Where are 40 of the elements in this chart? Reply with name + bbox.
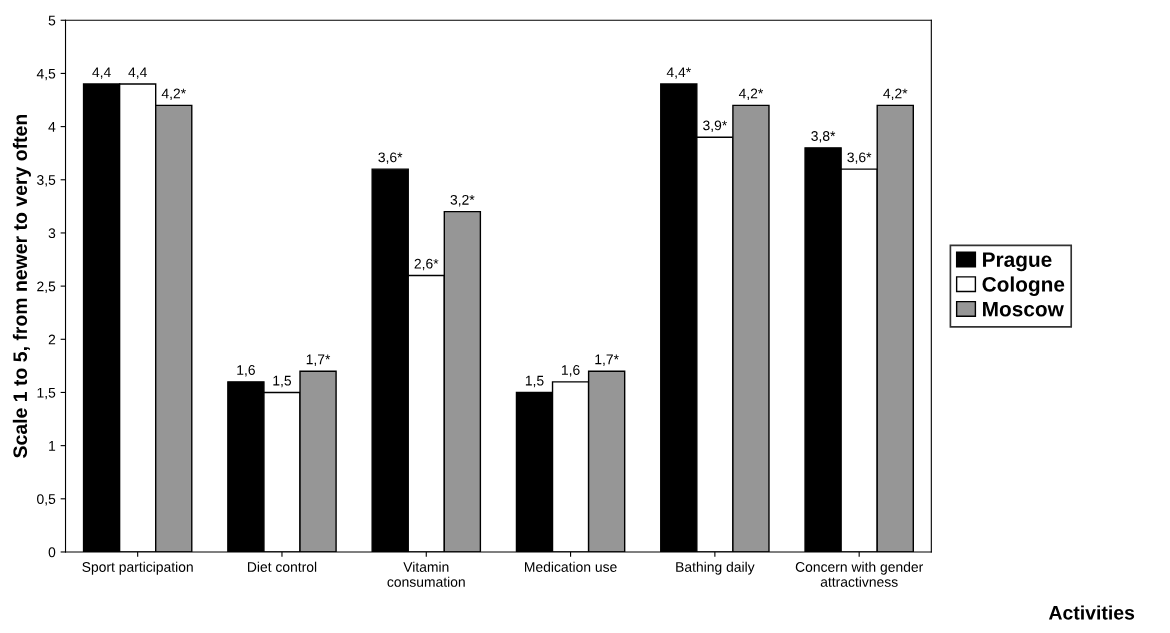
data-label: 2,6* bbox=[414, 258, 439, 271]
x-tick-label: Bathing daily bbox=[676, 561, 755, 575]
data-label: 4,4* bbox=[666, 67, 691, 79]
data-label: 1,6 bbox=[561, 365, 580, 377]
data-label: 3,6* bbox=[378, 152, 403, 164]
y-tick-label: 4,5 bbox=[36, 68, 56, 81]
data-label: 1,6 bbox=[237, 365, 255, 377]
data-label: 4,2* bbox=[883, 88, 908, 101]
text: Activities bbox=[1048, 605, 1135, 620]
y-tick-label: 2,5 bbox=[37, 281, 56, 293]
x-tick-label: Diet control bbox=[247, 561, 317, 572]
data-label: 1,7* bbox=[306, 354, 331, 366]
y-tick-label: 5 bbox=[48, 15, 56, 26]
data-label: 4,2* bbox=[161, 88, 186, 101]
y-tick-label: 3,5 bbox=[37, 175, 56, 187]
data-label: 4,4 bbox=[128, 67, 147, 79]
data-label: 1,5 bbox=[525, 375, 544, 388]
x-tick-label: Concern with gender attractivness bbox=[795, 561, 924, 587]
y-axis-title: Scale 1 to 5, from newer to very often bbox=[12, 114, 31, 458]
y-tick-label: 1,5 bbox=[37, 387, 56, 400]
data-label: 3,2* bbox=[450, 194, 475, 207]
x-tick-label: Vitamin consumation bbox=[387, 561, 465, 587]
data-label: 3,8* bbox=[811, 131, 836, 143]
y-tick-label: 2 bbox=[48, 334, 56, 345]
legend-label: Cologne bbox=[982, 276, 1065, 296]
x-tick-label: Sport participation bbox=[82, 561, 193, 575]
data-label: 3,6* bbox=[847, 152, 872, 164]
data-label: 3,9* bbox=[703, 120, 728, 132]
data-label: 4,2* bbox=[738, 88, 764, 101]
x-tick-label: Medication use bbox=[525, 561, 617, 572]
data-label: 1,5 bbox=[273, 375, 292, 388]
data-label: 1,7* bbox=[595, 354, 619, 366]
data-label: 4,4 bbox=[92, 67, 111, 79]
y-tick-label: 1 bbox=[49, 441, 56, 451]
y-tick-label: 3 bbox=[48, 228, 56, 239]
y-tick-label: 0,5 bbox=[37, 494, 56, 506]
legend-label: Prague bbox=[983, 252, 1052, 272]
y-tick-label: 4 bbox=[48, 122, 56, 132]
y-tick-label: 0 bbox=[48, 547, 56, 558]
legend-label: Moscow bbox=[983, 301, 1064, 317]
